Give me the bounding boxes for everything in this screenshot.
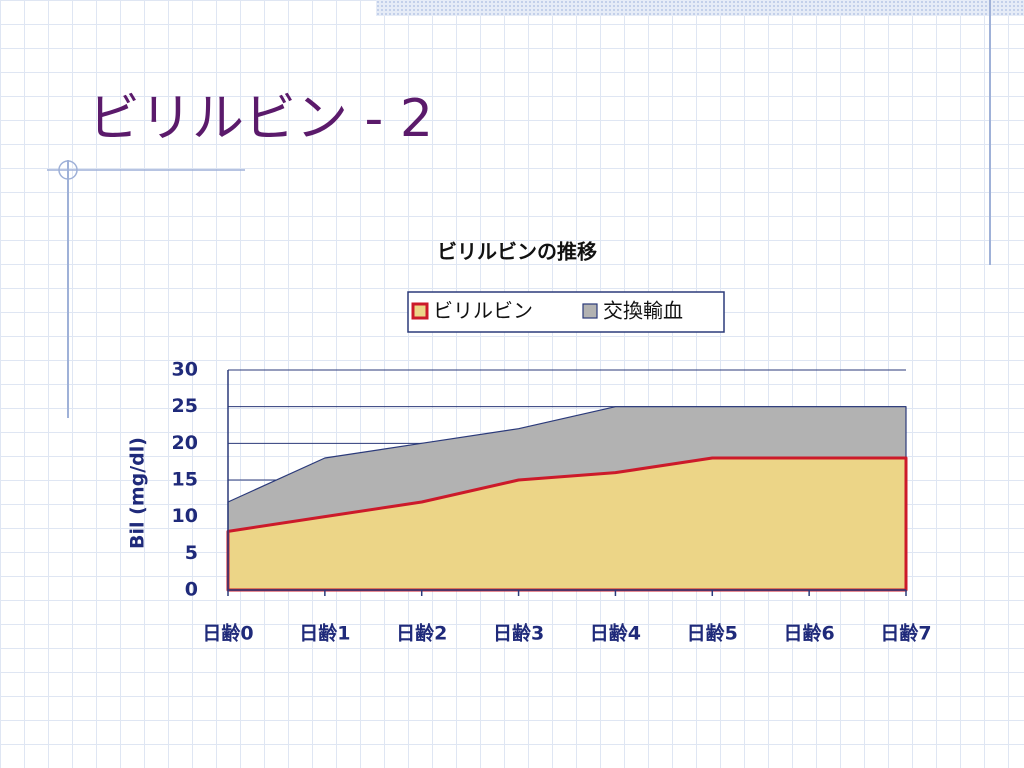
- legend-box: [407, 291, 725, 333]
- y-tick-label: 10: [172, 505, 198, 527]
- x-tick-label: 日齢5: [687, 622, 738, 645]
- x-tick-label: 日齢2: [396, 622, 447, 645]
- slide-title: ビリルビン - 2: [88, 89, 433, 149]
- y-tick-label: 30: [172, 359, 198, 381]
- legend-label: 交換輸血: [603, 299, 683, 323]
- x-tick-label: 日齢6: [784, 622, 835, 645]
- y-axis-label: Bil (mg/dl): [127, 437, 149, 549]
- x-tick-label: 日齢0: [202, 622, 253, 645]
- x-tick-label: 日齢4: [590, 622, 641, 645]
- legend-swatch: [582, 303, 598, 319]
- y-tick-label: 20: [172, 432, 198, 454]
- legend-label: ビリルビン: [433, 299, 533, 323]
- legend-swatch: [411, 302, 429, 320]
- area: [226, 456, 908, 592]
- x-tick-label: 日齢1: [299, 622, 350, 645]
- top-band: [376, 0, 1024, 16]
- x-tick-label: 日齢3: [493, 622, 544, 645]
- x-tick-label: 日齢7: [880, 622, 931, 645]
- y-tick-label: 15: [172, 469, 198, 491]
- y-tick-label: 25: [172, 395, 198, 417]
- chart-title: ビリルビンの推移: [437, 240, 597, 264]
- y-tick-label: 0: [185, 579, 198, 601]
- deco-circle: [58, 160, 78, 180]
- y-tick-label: 5: [185, 542, 198, 564]
